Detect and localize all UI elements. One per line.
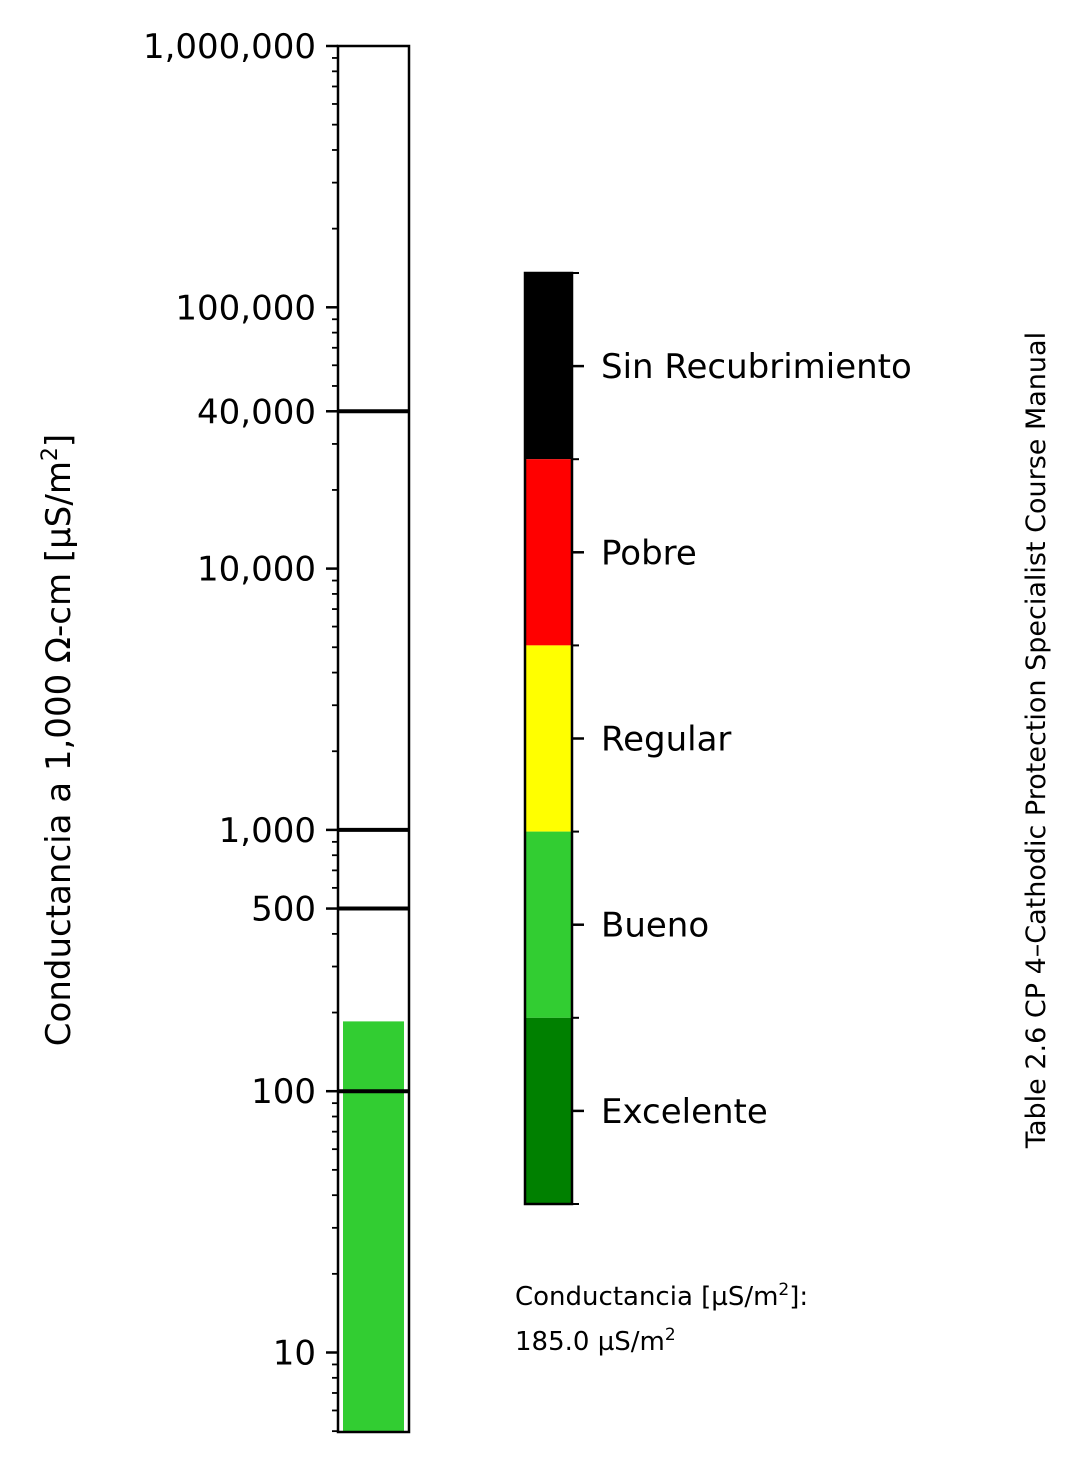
legend-swatch — [525, 273, 572, 460]
conductance-bar — [343, 1021, 404, 1432]
y-axis-ticks: 1,000,000 100,000 40,000 10,000 1,000 500 100 1… — [143, 27, 338, 1433]
y-tick-label: 10 — [273, 1334, 316, 1374]
legend-swatch — [525, 831, 572, 1018]
legend-label: Sin Recubrimiento — [601, 347, 912, 387]
y-tick-label: 1,000,000 — [143, 27, 316, 67]
y-axis-title: Conductancia a 1,000 Ω-cm [µS/m2] — [38, 434, 79, 1046]
legend-swatch — [525, 645, 572, 832]
axis-frame — [336, 44, 411, 1434]
legend-label: Bueno — [601, 906, 709, 946]
y-tick-label: 1,000 — [219, 811, 316, 851]
readout-line-1: Conductancia [µS/m2]: — [515, 1280, 808, 1312]
legend-swatch — [525, 1017, 572, 1204]
y-tick-label: 40,000 — [197, 392, 316, 432]
legend-label: Excelente — [601, 1092, 768, 1132]
y-tick-label: 100,000 — [175, 288, 316, 328]
legend-colorbar: Sin Recubrimiento Pobre Regular Bueno Excele… — [523, 271, 912, 1206]
bar-group — [336, 44, 411, 1434]
readout-line-2: 185.0 µS/m2 — [515, 1325, 676, 1357]
legend-label: Pobre — [601, 533, 697, 573]
watermark: Table 2.6 CP 4–Cathodic Protection Speci… — [1021, 332, 1052, 1149]
y-tick-label: 100 — [251, 1072, 316, 1112]
legend-label: Regular — [601, 720, 731, 760]
legend-swatch — [525, 459, 572, 646]
y-tick-label: 10,000 — [197, 550, 316, 590]
y-tick-label: 500 — [251, 890, 316, 930]
